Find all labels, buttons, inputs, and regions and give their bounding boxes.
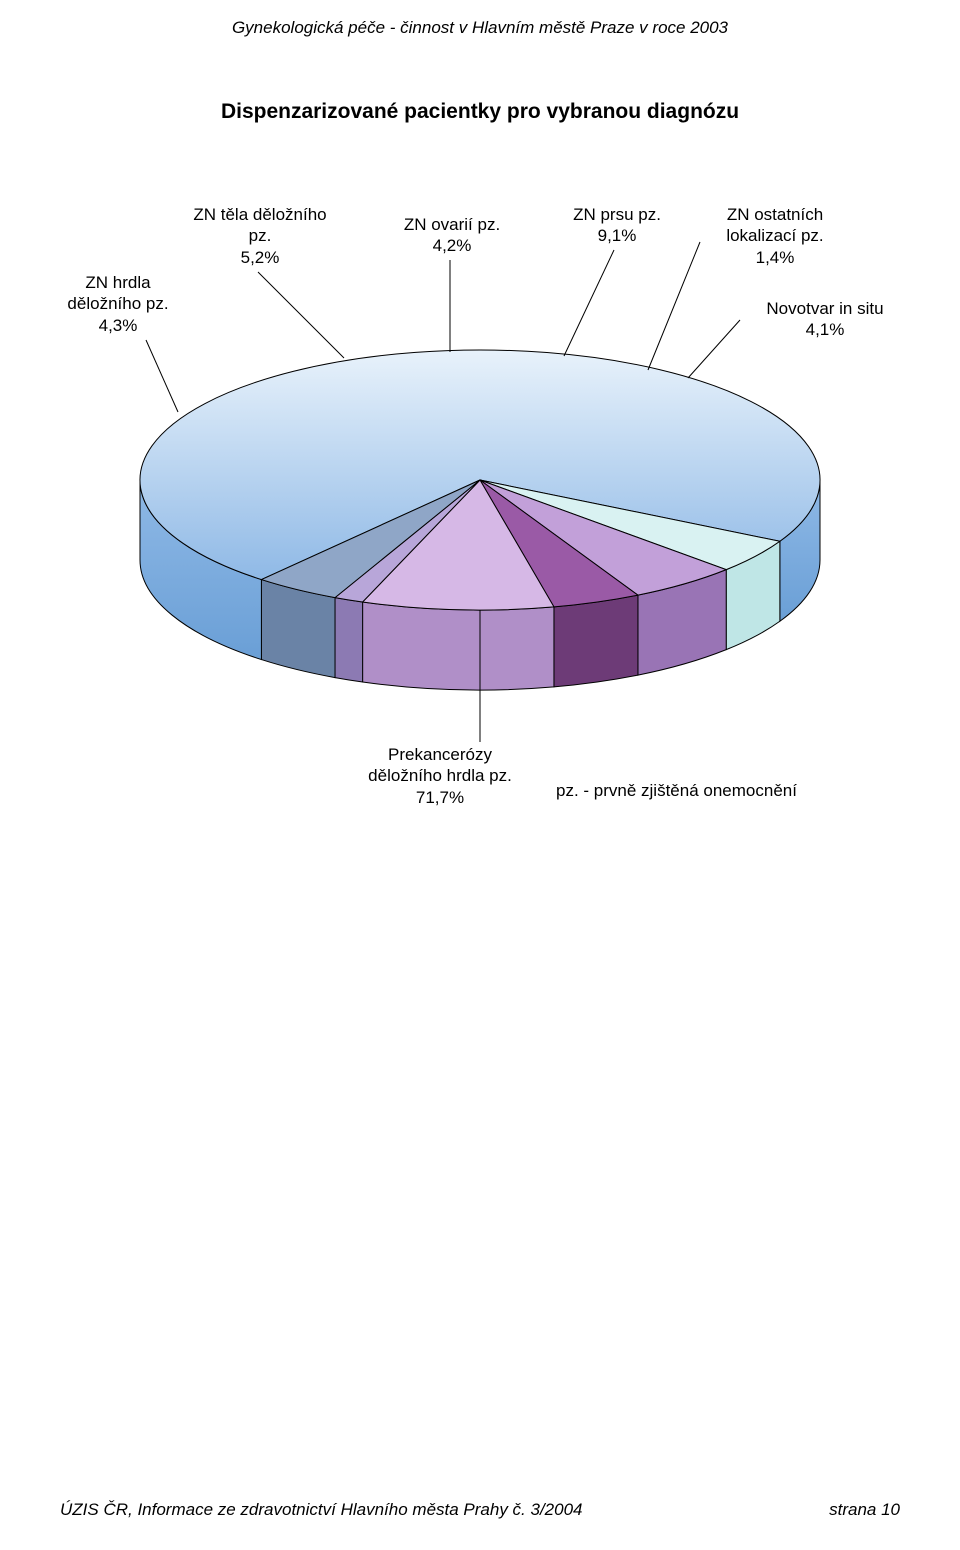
page: Gynekologická péče - činnost v Hlavním m… (0, 0, 960, 1550)
slice-label-prsu: ZN prsu pz. 9,1% (552, 204, 682, 247)
page-header: Gynekologická péče - činnost v Hlavním m… (0, 18, 960, 38)
chart-title: Dispenzarizované pacientky pro vybranou … (0, 100, 960, 124)
slice-label-hrdla: ZN hrdla děložního pz. 4,3% (48, 272, 188, 336)
slice-label-ostatnich: ZN ostatních lokalizací pz. 1,4% (700, 204, 850, 268)
slice-label-ovarii: ZN ovarií pz. 4,2% (382, 214, 522, 257)
slice-label-tela: ZN těla děložního pz. 5,2% (165, 204, 355, 268)
slice-label-prekancerozy: Prekancerózy děložního hrdla pz. 71,7% (340, 744, 540, 808)
pie-chart: Prekancerózy děložního hrdla pz. 71,7% ZN… (0, 180, 960, 830)
legend-note: pz. - prvně zjištěná onemocnění (556, 780, 856, 801)
footer-right: strana 10 (829, 1500, 900, 1520)
slice-label-novotvar: Novotvar in situ 4,1% (740, 298, 910, 341)
footer-left: ÚZIS ČR, Informace ze zdravotnictví Hlav… (60, 1500, 583, 1520)
